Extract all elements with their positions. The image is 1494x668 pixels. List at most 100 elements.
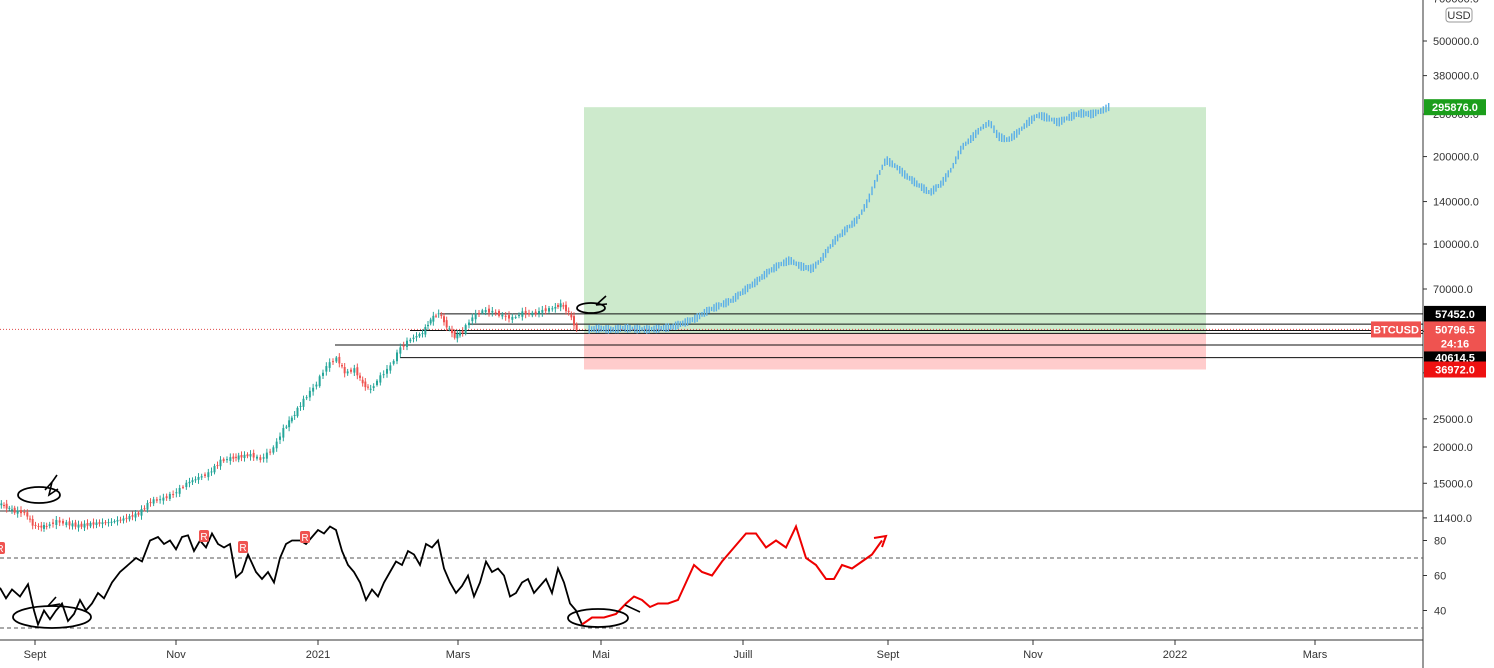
candle-body <box>461 330 464 333</box>
badge-label: R <box>239 543 246 554</box>
candle-body <box>418 334 421 337</box>
candle-body <box>332 361 334 363</box>
price-tag-box <box>1424 99 1486 116</box>
candle-body <box>226 459 228 461</box>
candle-body <box>149 502 152 504</box>
candle-body <box>464 325 467 334</box>
candle-body <box>511 316 514 320</box>
candle-body <box>562 305 565 307</box>
time-tick-label: Sept <box>24 649 47 661</box>
candle-body <box>5 503 8 509</box>
drawn-circle[interactable] <box>17 486 61 504</box>
candle-body <box>68 521 71 526</box>
candle-body <box>175 492 178 494</box>
price-tick-label: 380000.0 <box>1433 71 1479 83</box>
price-tick-label: 700000.0 <box>1433 0 1479 6</box>
candle-body <box>185 482 188 488</box>
candle-body <box>341 365 343 367</box>
candle-body <box>288 420 291 428</box>
candle-body <box>498 310 500 316</box>
candle-body <box>191 480 194 483</box>
drawn-circle[interactable] <box>576 302 606 314</box>
rsi-signal-badge[interactable]: R <box>0 542 5 555</box>
candle-body <box>207 472 210 478</box>
candle-body <box>353 368 356 373</box>
candle-body <box>252 452 255 458</box>
drawn-circle[interactable] <box>567 608 629 628</box>
price-pane[interactable] <box>0 102 1423 532</box>
candle-body <box>265 452 268 459</box>
candle-body <box>159 499 162 501</box>
price-tick-label: 70000.0 <box>1433 284 1473 296</box>
candle-body <box>80 523 83 527</box>
candle-body <box>293 414 296 416</box>
candle-body <box>551 308 554 310</box>
currency-badge-box <box>1445 7 1473 23</box>
rsi-pane[interactable]: R R R R <box>0 523 1423 629</box>
candle-body <box>194 479 197 481</box>
rsi-signal-badge[interactable]: R <box>199 530 209 543</box>
candle-body <box>92 522 95 525</box>
candle-body <box>235 456 237 458</box>
candle-body <box>392 360 395 364</box>
drawn-check[interactable] <box>47 596 61 607</box>
candle-body <box>406 340 408 347</box>
candle-body <box>249 454 252 457</box>
price-axis[interactable]: 700000.0500000.0380000.0280000.0200000.0… <box>1423 0 1479 525</box>
drawn-check[interactable] <box>595 295 608 306</box>
candle-body <box>122 518 125 521</box>
badge-box <box>199 530 209 542</box>
candle-body <box>557 304 559 307</box>
candle-body <box>86 522 89 526</box>
candle-body <box>335 357 338 362</box>
candle-body <box>389 365 392 371</box>
candle-body <box>548 308 550 312</box>
candle-body <box>37 525 40 528</box>
candle-body <box>272 447 275 453</box>
candle-body <box>399 347 402 354</box>
price-tag-label: 295876.0 <box>1432 102 1478 114</box>
candle-body <box>531 312 534 316</box>
drawn-check[interactable] <box>44 474 59 497</box>
candle-body <box>305 397 308 399</box>
candle-body <box>104 522 107 524</box>
candle-body <box>440 314 443 316</box>
candle-body <box>285 426 288 428</box>
rsi-projection-arrowhead <box>873 534 888 548</box>
price-tag: 295876.0 <box>1424 99 1486 116</box>
candle-body <box>113 521 116 523</box>
candle-body <box>541 309 544 313</box>
price-tag-label: 57452.0 <box>1435 309 1475 321</box>
candle-body <box>188 481 191 484</box>
time-axis: Sept Nov 2021 Mars Mai Juill Sept Nov 2022 Mars <box>24 640 1328 661</box>
badge-label: R <box>301 533 308 544</box>
currency-badge[interactable]: USD <box>1445 7 1473 23</box>
candle-body <box>445 320 448 328</box>
candle-body <box>421 333 424 335</box>
candle-body <box>538 311 540 314</box>
candle-body <box>107 522 110 524</box>
candle-body <box>29 518 31 520</box>
time-tick-label: Nov <box>1023 649 1043 661</box>
price-tick-label: 140000.0 <box>1433 197 1479 209</box>
time-tick-label: Mai <box>592 649 610 661</box>
price-tag-label: 36972.0 <box>1435 365 1475 377</box>
candle-body <box>200 476 203 478</box>
time-tick-label: Nov <box>166 649 186 661</box>
symbol-label: BTCUSD <box>1373 324 1419 336</box>
candle-body <box>554 306 557 309</box>
candle-body <box>402 345 405 347</box>
candle-body <box>23 512 26 514</box>
price-tag: 36972.0 <box>1424 361 1486 378</box>
rsi-signal-badge[interactable]: R <box>238 541 248 554</box>
candle-body <box>308 390 311 398</box>
candle-body <box>432 315 435 322</box>
candle-body <box>222 459 225 462</box>
profit-zone <box>584 107 1206 334</box>
drawn-check[interactable] <box>624 604 641 613</box>
candle-body <box>459 332 461 336</box>
candle-body <box>299 405 302 407</box>
candle-body <box>468 322 470 326</box>
rsi-signal-badge[interactable]: R <box>300 531 310 544</box>
